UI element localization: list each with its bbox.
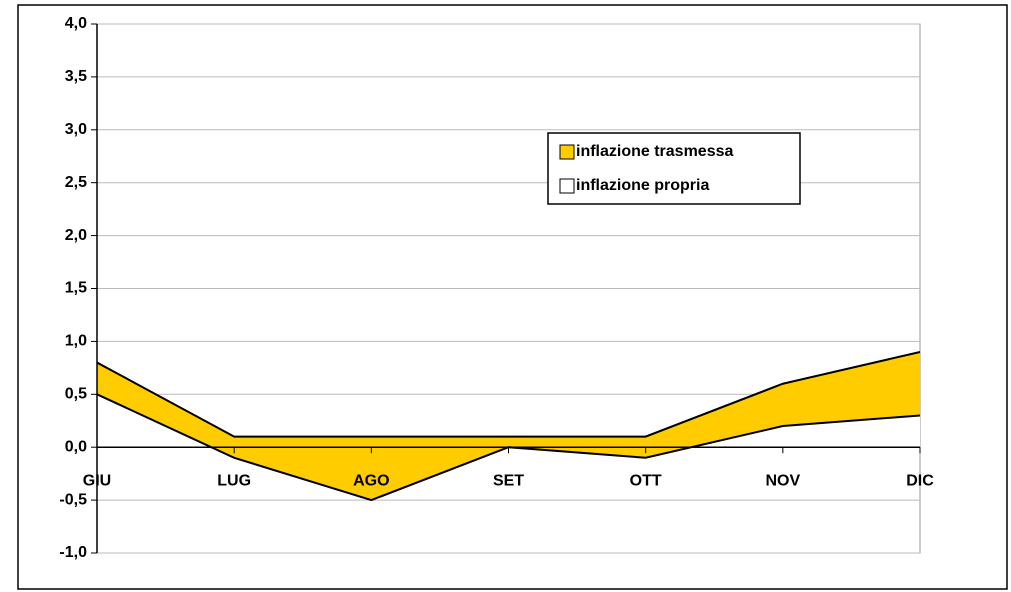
x-tick-label: SET [493, 472, 524, 489]
x-tick-label: AGO [353, 472, 389, 489]
legend [547, 132, 801, 205]
legend-swatch [559, 144, 575, 160]
x-tick-label: LUG [217, 472, 251, 489]
y-tick-label: 1,0 [65, 333, 87, 350]
x-tick-label: OTT [630, 472, 662, 489]
x-tick-label: GIU [83, 472, 111, 489]
y-tick-label: 2,5 [65, 174, 87, 191]
y-tick-label: 4,0 [65, 15, 87, 32]
y-tick-label: 2,0 [65, 227, 87, 244]
legend-swatch [559, 178, 575, 194]
y-tick-label: 1,5 [65, 280, 87, 297]
y-tick-label: 0,5 [65, 386, 87, 403]
y-tick-label: -0,5 [59, 491, 87, 508]
legend-label: inflazione trasmessa [576, 143, 734, 160]
area-line [96, 351, 921, 438]
x-tick-label: NOV [765, 472, 800, 489]
y-tick-label: -1,0 [59, 544, 87, 561]
legend-label: inflazione propria [576, 177, 709, 194]
y-tick-label: 3,5 [65, 68, 87, 85]
y-tick-label: 0,0 [65, 438, 87, 455]
y-tick-label: 3,0 [65, 121, 87, 138]
area [97, 351, 920, 501]
x-tick-label: DIC [906, 472, 934, 489]
